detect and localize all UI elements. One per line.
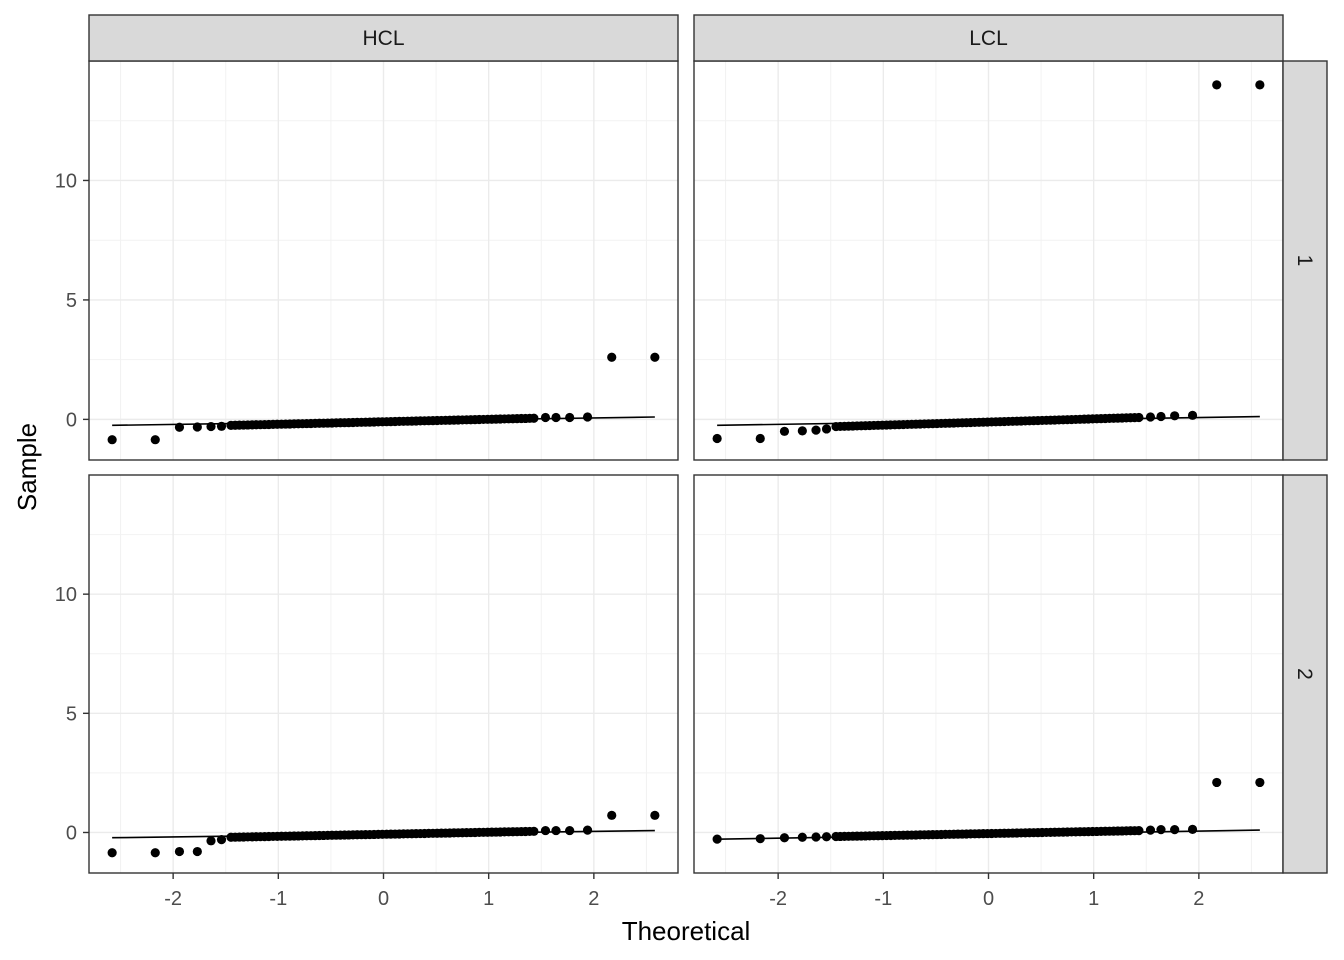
data-point xyxy=(565,825,575,836)
data-point xyxy=(206,836,216,846)
x-tick-label: 0 xyxy=(983,888,994,910)
data-point xyxy=(174,846,185,857)
data-point xyxy=(206,421,216,432)
data-point xyxy=(107,435,117,445)
data-point xyxy=(607,352,617,362)
data-point xyxy=(797,426,807,436)
panels-layer xyxy=(88,60,1284,874)
data-point xyxy=(1255,80,1265,90)
x-tick-label: 2 xyxy=(1193,888,1204,910)
data-point xyxy=(712,834,722,844)
data-point xyxy=(582,825,593,835)
data-point xyxy=(216,421,227,431)
data-point xyxy=(192,422,202,432)
strip-background xyxy=(88,14,679,62)
y-tick-label: 0 xyxy=(66,822,77,844)
data-point xyxy=(216,835,227,845)
panel-lcl-1 xyxy=(693,60,1284,461)
panel-lcl-2 xyxy=(693,474,1284,874)
x-tick-label: 2 xyxy=(588,888,599,910)
x-tick-label: -1 xyxy=(269,888,287,910)
y-tick-label: 10 xyxy=(55,584,77,606)
data-point xyxy=(797,832,807,842)
data-point xyxy=(1156,411,1166,422)
data-point xyxy=(1187,410,1198,420)
strips-layer: HCL LCL 1 2 xyxy=(88,14,1328,874)
strip-label: LCL xyxy=(969,27,1008,50)
data-point xyxy=(779,426,790,436)
data-point xyxy=(650,352,660,362)
x-axis-title: Theoretical xyxy=(622,916,751,946)
data-point xyxy=(540,412,551,423)
data-point xyxy=(150,435,160,445)
data-point xyxy=(1255,777,1265,788)
data-point xyxy=(712,433,722,444)
data-point xyxy=(1170,411,1180,421)
data-point xyxy=(529,826,539,836)
strip-background xyxy=(693,14,1284,62)
y-tick-label: 0 xyxy=(66,409,77,431)
data-point xyxy=(192,846,202,857)
data-point xyxy=(582,412,593,422)
data-point xyxy=(1170,825,1180,835)
panel-hcl-2 xyxy=(88,474,679,874)
x-tick-label: -1 xyxy=(874,888,892,910)
data-point xyxy=(811,425,821,435)
strip-label: 1 xyxy=(1293,255,1316,267)
strip-label: HCL xyxy=(362,27,404,50)
y-axis-title: Sample xyxy=(12,423,42,511)
data-point xyxy=(821,832,832,842)
data-point xyxy=(1187,824,1198,834)
data-point xyxy=(1145,412,1156,422)
strip-column-lcl: LCL xyxy=(693,14,1284,62)
data-point xyxy=(779,833,790,843)
data-point xyxy=(821,424,832,434)
data-point xyxy=(755,834,765,844)
y-tick-label: 5 xyxy=(66,290,77,312)
data-point xyxy=(551,825,561,836)
x-tick-label: -2 xyxy=(164,888,182,910)
data-point xyxy=(811,832,821,842)
data-point xyxy=(529,413,539,423)
x-tick-label: 0 xyxy=(378,888,389,910)
data-point xyxy=(551,412,561,423)
data-point xyxy=(174,422,185,432)
data-point xyxy=(755,433,765,444)
y-tick-label: 5 xyxy=(66,703,77,725)
y-tick-label: 10 xyxy=(55,170,77,192)
panel-hcl-1 xyxy=(88,60,679,461)
data-point xyxy=(1156,825,1166,835)
strip-row-2: 2 xyxy=(1282,474,1328,874)
x-tick-label: 1 xyxy=(483,888,494,910)
data-point xyxy=(1212,80,1222,90)
strip-background xyxy=(1282,474,1328,874)
data-point xyxy=(1134,412,1144,423)
strip-column-hcl: HCL xyxy=(88,14,679,62)
strip-row-1: 1 xyxy=(1282,60,1328,461)
x-tick-label: 1 xyxy=(1088,888,1099,910)
data-point xyxy=(1134,826,1144,836)
data-point xyxy=(565,412,575,423)
axes-layer: 0 5 10 0 5 10 -2 -1 0 1 2 -2 -1 0 1 2 xyxy=(55,170,1205,910)
data-point xyxy=(107,848,117,858)
data-point xyxy=(1145,825,1156,835)
data-point xyxy=(540,825,551,836)
data-point xyxy=(607,810,617,820)
x-tick-label: -2 xyxy=(769,888,787,910)
strip-label: 2 xyxy=(1293,668,1316,680)
strip-background xyxy=(1282,60,1328,461)
data-point xyxy=(650,810,660,820)
data-point xyxy=(1212,777,1222,788)
data-point xyxy=(150,848,160,858)
